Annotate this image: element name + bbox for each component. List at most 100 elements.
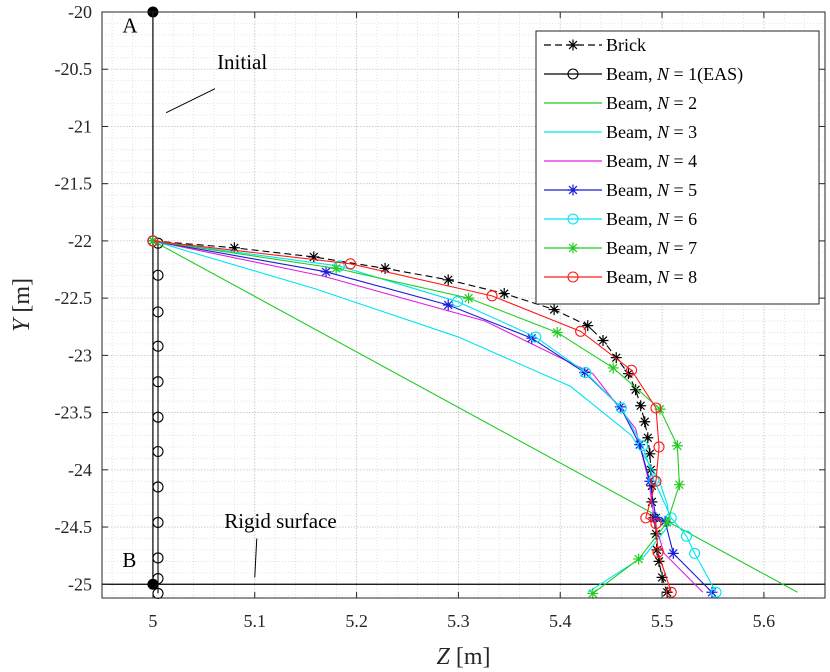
asterisk-marker [639,416,651,428]
asterisk-marker [656,571,668,583]
asterisk-marker [642,432,654,444]
data-point [152,376,164,388]
asterisk-marker [650,528,662,540]
x-tick-label: 5.1 [243,611,266,631]
legend-marker [567,39,579,51]
legend-entry-4: Beam, N = 4 [544,151,697,171]
minor-grid [102,11,826,598]
data-point [634,439,646,451]
legend[interactable]: Brick Beam, N = 1(EAS) Beam, N = 2 Beam, N … [535,30,820,305]
legend-marker [567,184,579,196]
data-point [630,384,642,396]
legend-marker [567,68,579,80]
annotation-label: Rigid surface [224,509,337,533]
asterisk-marker [379,262,391,274]
legend-box [535,30,820,305]
data-point [548,304,560,316]
data-point [659,515,671,527]
asterisk-marker [463,292,475,304]
y-tick-label: -20 [68,2,92,22]
data-point [330,262,342,274]
y-axis-var: Y [9,316,35,332]
data-point [579,367,591,379]
annotation-label: A [122,14,138,38]
legend-marker [567,213,579,225]
annotation-label: Initial [217,50,267,74]
asterisk-marker [630,384,642,396]
asterisk-marker [607,362,619,374]
asterisk-marker [633,553,645,565]
asterisk-marker [661,516,673,528]
legend-marker [567,271,579,283]
asterisk-marker [706,586,718,598]
data-point [152,516,164,529]
asterisk-marker [582,320,594,332]
y-tick-label: -21.5 [55,174,93,194]
data-point [610,352,622,364]
legend-label: Beam, N = 3 [606,122,697,142]
data-point [463,292,475,304]
data-point [644,448,656,460]
asterisk-marker [659,515,671,527]
x-tick-label: 5.3 [447,611,470,631]
data-point [451,296,463,308]
data-point [648,474,660,486]
legend-entry-7: Beam, N = 7 [544,238,697,258]
point-b-marker [147,578,159,590]
x-tick-label: 5.2 [345,611,368,631]
legend-label: Beam, N = 1(EAS) [606,64,743,85]
y-tick-label: -25 [68,574,92,594]
data-point [656,571,668,583]
data-point [582,320,594,332]
legend-label: Beam, N = 6 [606,209,697,229]
asterisk-marker [661,586,673,598]
annotation-pointer [165,88,216,114]
legend-label: Beam, N = 2 [606,93,697,113]
legend-label: Beam, N = 7 [606,238,697,258]
data-point [344,258,357,270]
data-point [486,290,498,302]
asterisk-marker [498,288,510,300]
series-line [152,240,704,593]
data-point [587,587,599,599]
asterisk-marker [644,475,656,487]
legend-label: Beam, N = 5 [606,180,697,200]
asterisk-marker [667,547,679,559]
data-point [642,432,654,444]
x-tick-label: 5.4 [549,611,572,631]
data-point [650,512,662,524]
legend-marker [567,242,579,254]
x-axis-unit: [m] [456,644,491,670]
data-point [379,262,391,274]
asterisk-marker [567,184,579,196]
data-point [575,325,587,337]
asterisk-marker [634,439,646,451]
data-point [661,586,673,598]
data-point [152,306,164,318]
data-point [633,553,645,565]
axis-ticks: 5 5.1 5.2 5.3 5.4 5.5 5.6 -20 -20.5 -21 -21.5 -22 -2… [55,2,825,631]
y-tick-label: -22.5 [55,288,93,308]
series-2 [152,240,798,593]
series-line [152,240,159,594]
x-axis-var: Z [436,644,450,670]
data-point [667,547,679,559]
data-point [580,366,592,379]
asterisk-marker [653,555,665,567]
annotation-label: B [122,548,136,572]
asterisk-marker [673,479,685,491]
legend-entry-3: Beam, N = 3 [544,122,697,142]
asterisk-marker [567,39,579,51]
y-tick-label: -24.5 [55,517,93,537]
data-point [147,235,159,247]
asterisk-marker [442,299,454,311]
data-point [706,586,718,598]
asterisk-marker [147,235,159,247]
y-tick-label: -23 [68,345,92,365]
data-point [644,475,656,487]
asterisk-marker [228,242,240,254]
data-point [640,512,652,524]
legend-entry-6: Beam, N = 6 [544,209,697,229]
series-line [152,240,713,593]
